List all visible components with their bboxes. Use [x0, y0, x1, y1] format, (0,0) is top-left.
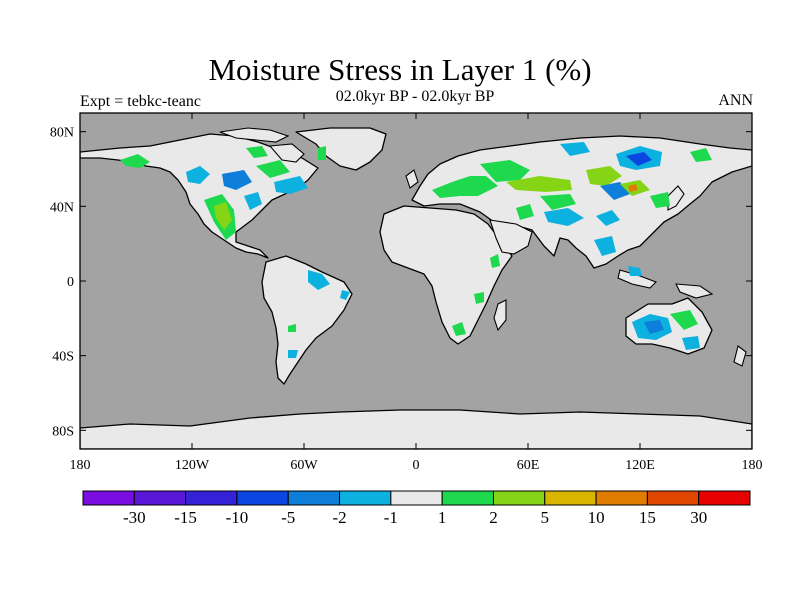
colorbar: -30 -15 -10 -5 -2 -1 1 2 5 10 15 30: [82, 490, 751, 527]
colorbar-label: -15: [174, 508, 197, 527]
axis-ticks: 80N 40N 0 40S 80S 180 120W 60W 0 60E 120E 180: [50, 113, 763, 473]
lon-tick-label: 180: [70, 458, 91, 473]
colorbar-swatch: [492, 490, 546, 506]
landmass-new-guinea: [675, 283, 714, 299]
landmass-north-america: [80, 133, 319, 259]
landmass-arabia: [489, 219, 533, 255]
colorbar-label: 5: [541, 508, 550, 527]
colorbar-label: -5: [281, 508, 295, 527]
lat-tick-label: 40S: [52, 350, 74, 365]
colorbar-label: 2: [489, 508, 498, 527]
colorbar-swatch: [544, 490, 597, 506]
colorbar-label: -30: [123, 508, 146, 527]
landmass-new-zealand: [733, 345, 747, 367]
anomaly-patches: [120, 142, 712, 358]
colorbar-swatch: [595, 490, 648, 506]
season-label: ANN: [718, 92, 753, 109]
colorbar-swatch: [133, 490, 187, 506]
land-layer: [80, 127, 752, 449]
colorbar-swatch: [698, 490, 751, 506]
colorbar-label: 15: [639, 508, 656, 527]
lon-tick-label: 0: [413, 458, 420, 473]
lat-tick-label: 80N: [50, 126, 74, 141]
colorbar-swatch: [646, 490, 700, 506]
colorbar-label: -1: [384, 508, 398, 527]
colorbar-label: -10: [226, 508, 249, 527]
landmass-japan: [667, 185, 685, 211]
lon-tick-label: 120E: [625, 458, 655, 473]
lat-tick-label: 0: [67, 275, 74, 290]
lon-tick-label: 60E: [517, 458, 540, 473]
landmass-africa: [379, 205, 513, 345]
map-subtitle: 02.0kyr BP - 02.0kyr BP: [335, 88, 495, 105]
lat-tick-label: 40N: [50, 200, 74, 215]
map-title: Moisture Stress in Layer 1 (%): [208, 52, 592, 87]
lon-tick-label: 60W: [290, 458, 318, 473]
colorbar-swatch: [339, 490, 392, 506]
colorbar-swatch: [82, 490, 135, 506]
landmass-british-isles: [405, 169, 419, 189]
landmass-south-america: [261, 255, 353, 385]
lat-tick-label: 80S: [52, 424, 74, 439]
landmass-madagascar: [493, 299, 507, 332]
landmass-baffin-island: [268, 143, 305, 163]
landmass-antarctica: [80, 409, 752, 449]
lon-tick-label: 120W: [175, 458, 210, 473]
colorbar-swatch: [287, 490, 341, 506]
colorbar-label: 10: [588, 508, 605, 527]
colorbar-swatch: [236, 490, 289, 506]
colorbar-label: 1: [438, 508, 447, 527]
colorbar-swatch: [441, 490, 494, 506]
colorbar-label: 30: [690, 508, 707, 527]
landmass-arctic-islands: [219, 127, 290, 143]
lon-tick-label: 180: [742, 458, 763, 473]
colorbar-label: -2: [332, 508, 346, 527]
colorbar-swatch: [390, 490, 443, 506]
colorbar-swatch: [185, 490, 238, 506]
experiment-label: Expt = tebkc-teanc: [80, 93, 201, 110]
